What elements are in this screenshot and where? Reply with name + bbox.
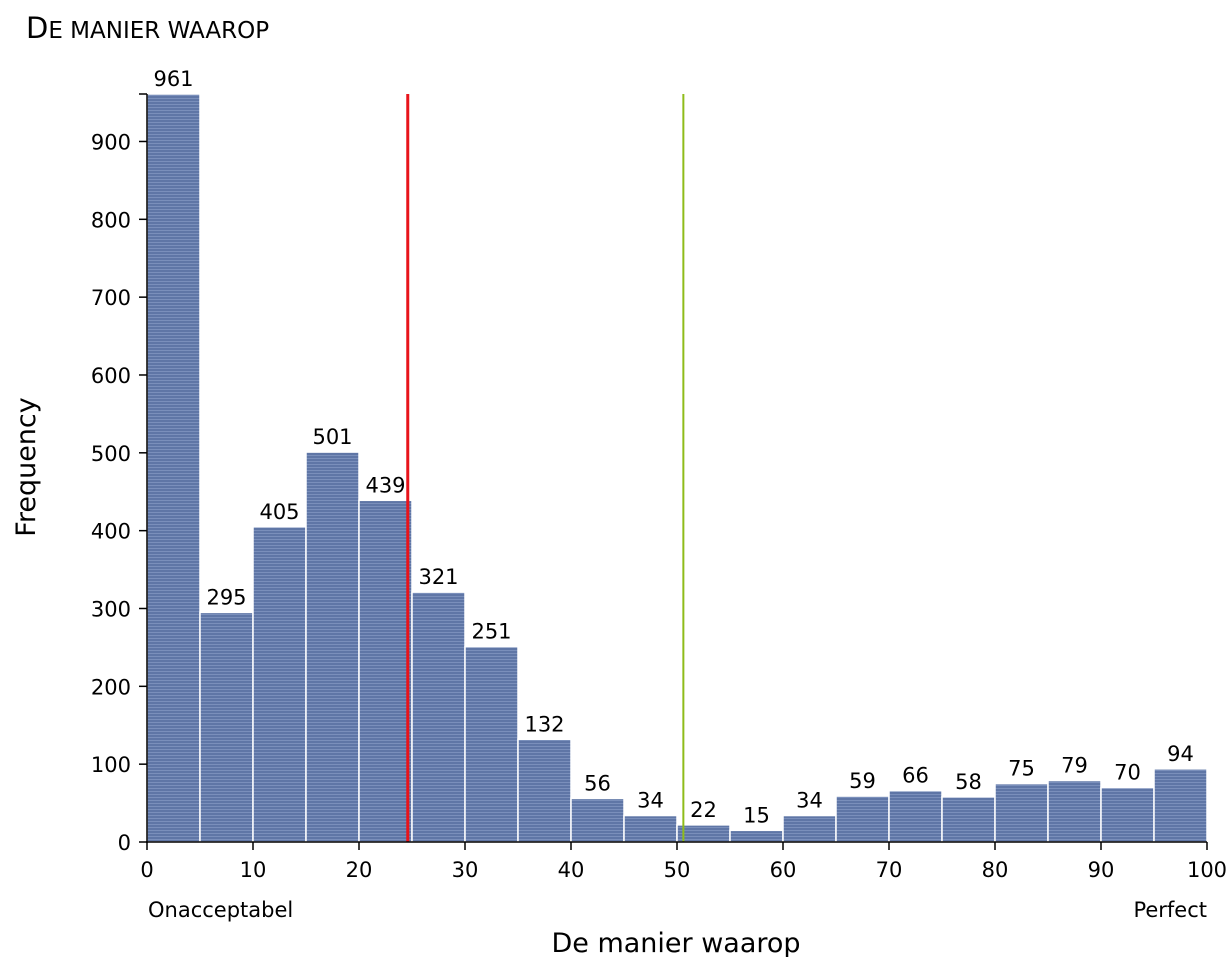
x-tick-label: 30 xyxy=(452,858,479,882)
x-tick-label: 20 xyxy=(346,858,373,882)
histogram-bar xyxy=(305,451,360,843)
bar-value-label: 75 xyxy=(1008,757,1035,781)
bar-value-label: 961 xyxy=(153,67,193,91)
histogram-bar xyxy=(146,93,201,843)
bar-value-label: 70 xyxy=(1114,761,1141,785)
chart-title-rest: E MANIER WAAROP xyxy=(48,18,269,44)
y-tick-label: 100 xyxy=(91,753,131,777)
bar-value-label: 295 xyxy=(206,585,246,609)
y-tick-label: 500 xyxy=(91,442,131,466)
bar-value-label: 58 xyxy=(955,770,982,794)
x-tick-label: 90 xyxy=(1088,858,1115,882)
x-tick-label: 0 xyxy=(140,858,153,882)
bar-value-label: 15 xyxy=(743,803,770,827)
bar-value-label: 22 xyxy=(690,798,717,822)
bar-labels-group: 961 295 405 501 439 321 251 132 56 34 22 15 34 59 66 58… xyxy=(153,67,1193,827)
y-tick-label: 200 xyxy=(91,675,131,699)
x-ticks-group: 0 10 20 30 40 50 60 70 80 90 100 xyxy=(140,842,1227,882)
x-tick-label: 50 xyxy=(664,858,691,882)
y-tick-label: 300 xyxy=(91,597,131,621)
bars-group xyxy=(146,93,1208,843)
x-tick-label: 40 xyxy=(558,858,585,882)
bar-value-label: 132 xyxy=(524,712,564,736)
histogram-bar xyxy=(517,738,572,843)
bar-value-label: 34 xyxy=(796,789,823,813)
histogram-bar xyxy=(464,645,519,843)
x-tick-label: 100 xyxy=(1187,858,1227,882)
bar-value-label: 439 xyxy=(365,473,405,497)
histogram-bar xyxy=(199,611,254,843)
bar-value-label: 56 xyxy=(584,771,611,795)
bar-value-label: 66 xyxy=(902,764,929,788)
x-tick-label: 10 xyxy=(240,858,267,882)
y-tick-label: 900 xyxy=(91,130,131,154)
histogram-bar xyxy=(676,824,731,843)
bar-value-label: 79 xyxy=(1061,754,1088,778)
x-tick-label: 70 xyxy=(876,858,903,882)
bar-value-label: 251 xyxy=(471,620,511,644)
bar-value-label: 321 xyxy=(418,565,458,589)
histogram-bar xyxy=(888,789,943,843)
histogram-bar xyxy=(623,814,678,843)
y-axis-title: Frequency xyxy=(11,397,42,537)
y-tick-label: 800 xyxy=(91,208,131,232)
bar-value-label: 94 xyxy=(1167,742,1194,766)
histogram-bar xyxy=(1047,779,1102,843)
reference-lines-group xyxy=(406,94,685,842)
x-tick-label: 80 xyxy=(982,858,1009,882)
bar-value-label: 59 xyxy=(849,769,876,793)
bar-value-label: 501 xyxy=(312,425,352,449)
y-ticks-group: 0 100 200 300 400 500 600 700 800 900 xyxy=(91,130,147,855)
y-tick-label: 600 xyxy=(91,364,131,388)
y-tick-label: 700 xyxy=(91,286,131,310)
bar-value-label: 405 xyxy=(259,500,299,524)
x-tick-label: 60 xyxy=(770,858,797,882)
x-axis-title: De manier waarop xyxy=(551,928,800,957)
y-tick-label: 0 xyxy=(118,831,131,855)
histogram-bar xyxy=(782,814,837,843)
histogram-bar xyxy=(411,591,466,843)
bar-value-label: 34 xyxy=(637,789,664,813)
x-end-label-left: Onacceptabel xyxy=(148,898,293,922)
x-end-label-right: Perfect xyxy=(1133,898,1207,922)
histogram-bar xyxy=(1153,768,1208,843)
histogram-bar xyxy=(835,795,890,843)
histogram-bar xyxy=(1100,786,1155,843)
chart-title-initial: D xyxy=(26,11,48,45)
histogram-bar xyxy=(994,782,1049,843)
y-tick-label: 400 xyxy=(91,520,131,544)
histogram-bar xyxy=(941,796,996,843)
histogram-bar xyxy=(729,829,784,843)
chart-title: DE MANIER WAAROP xyxy=(26,11,269,45)
histogram-bar xyxy=(570,797,625,843)
histogram-bar xyxy=(252,526,307,843)
histogram-bar xyxy=(358,499,413,843)
